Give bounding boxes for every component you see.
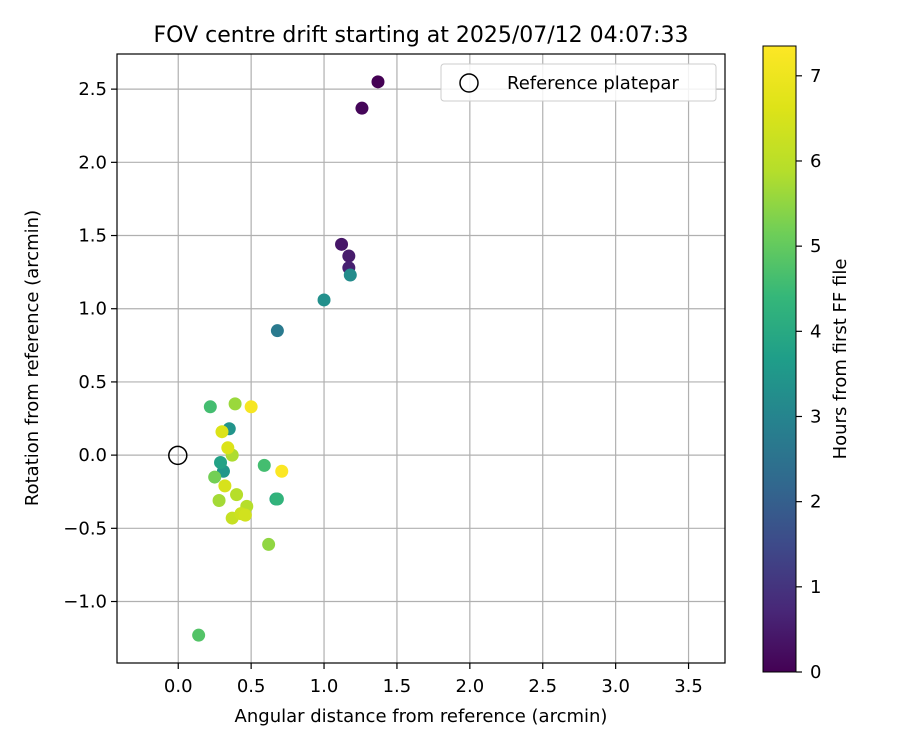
- scatter-point: [257, 458, 271, 472]
- colorbar-tick-label: 6: [810, 151, 821, 172]
- colorbar: 0 1 2 3 4 5 6 7 Hours from first FF file: [762, 45, 851, 683]
- x-tick-label: 3.0: [601, 676, 630, 697]
- colorbar-label: Hours from first FF file: [830, 259, 851, 460]
- reference-platepar-marker: [168, 445, 188, 466]
- scatter-point: [270, 324, 284, 338]
- scatter-point: [238, 508, 252, 522]
- scatter-point: [317, 293, 331, 307]
- scatter-point: [244, 400, 258, 414]
- x-tick-label: 3.5: [674, 676, 703, 697]
- x-tick-label: 0.0: [164, 676, 193, 697]
- colorbar-tick-label: 2: [810, 492, 821, 513]
- scatter-point: [192, 628, 206, 642]
- y-tick-label: 2.5: [78, 79, 107, 100]
- scatter-point: [371, 75, 385, 89]
- legend-box: [440, 63, 717, 102]
- scatter-point: [230, 488, 244, 502]
- scatter-point: [218, 479, 232, 493]
- chart-title: FOV centre drift starting at 2025/07/12 …: [154, 23, 689, 48]
- scatter-point: [208, 470, 222, 484]
- legend: Reference platepar: [440, 63, 717, 102]
- x-tick-label: 2.0: [456, 676, 485, 697]
- colorbar-gradient: [762, 45, 797, 673]
- y-axis-label: Rotation from reference (arcmin): [22, 210, 43, 506]
- x-axis-ticks: 0.0 0.5 1.0 1.5 2.0 2.5 3.0 3.5: [164, 663, 703, 697]
- scatter-point: [275, 464, 289, 478]
- y-tick-label: 0.5: [78, 372, 107, 393]
- scatter-point: [262, 537, 276, 551]
- plot-frame: [116, 53, 726, 664]
- scatter-point: [342, 249, 356, 263]
- y-tick-label: −0.5: [63, 518, 107, 539]
- scatter-point: [270, 492, 284, 506]
- x-axis-label: Angular distance from reference (arcmin): [235, 706, 608, 727]
- colorbar-tick-label: 3: [810, 406, 821, 427]
- y-tick-label: −1.0: [63, 592, 107, 613]
- legend-label: Reference platepar: [507, 73, 679, 94]
- colorbar-tick-label: 5: [810, 236, 821, 257]
- y-tick-label: 2.0: [78, 152, 107, 173]
- scatter-point: [355, 101, 369, 115]
- y-tick-label: 1.5: [78, 226, 107, 247]
- x-tick-label: 2.5: [528, 676, 557, 697]
- colorbar-tick-label: 7: [810, 66, 821, 87]
- scatter-point: [343, 268, 357, 282]
- scatter-point: [214, 455, 228, 469]
- y-axis-ticks: −1.0 −0.5 0.0 0.5 1.0 1.5 2.0 2.5: [63, 79, 117, 613]
- grid: [117, 54, 725, 663]
- scatter-point: [212, 494, 226, 508]
- scatter-point: [335, 237, 349, 251]
- scatter-point: [221, 441, 235, 455]
- x-tick-label: 1.0: [310, 676, 339, 697]
- colorbar-tick-label: 1: [810, 577, 821, 598]
- scatter-point: [203, 400, 217, 414]
- scatter-point: [228, 397, 242, 411]
- scatter-point: [215, 425, 229, 439]
- x-tick-label: 0.5: [237, 676, 266, 697]
- x-tick-label: 1.5: [383, 676, 412, 697]
- colorbar-tick-label: 0: [810, 662, 821, 683]
- y-tick-label: 0.0: [78, 445, 107, 466]
- colorbar-tick-label: 4: [810, 321, 821, 342]
- legend-marker-open-circle: [459, 73, 479, 93]
- y-tick-label: 1.0: [78, 299, 107, 320]
- colorbar-ticks: 0 1 2 3 4 5 6 7: [796, 66, 821, 683]
- scatter-points: [192, 75, 385, 642]
